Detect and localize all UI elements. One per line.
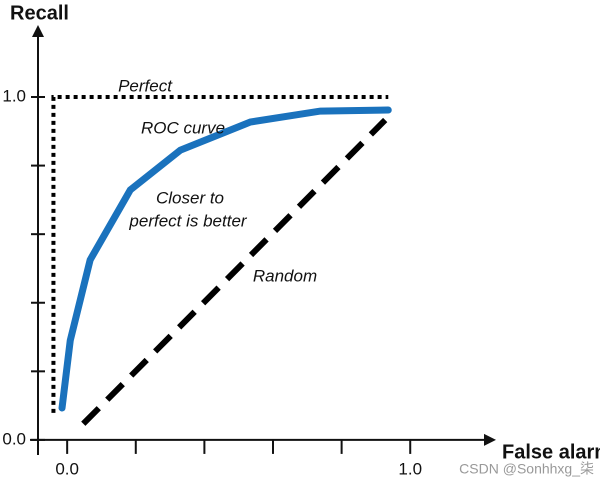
series-line	[51, 95, 389, 413]
y-tick-label: 0.0	[2, 429, 26, 448]
annotation: Closer to	[156, 188, 224, 207]
annotation: perfect is better	[128, 211, 248, 230]
annotation: ROC curve	[141, 118, 225, 137]
annotation: Perfect	[118, 76, 173, 95]
series-line	[81, 117, 388, 426]
x-tick-label: 0.0	[55, 459, 79, 478]
y-axis-title: Recall	[10, 2, 69, 24]
x-axis-title: False alarm	[502, 441, 600, 463]
x-axis-arrow	[484, 433, 496, 446]
series-line	[58, 106, 392, 412]
y-tick-label: 1.0	[2, 86, 26, 105]
x-tick-label: 1.0	[398, 459, 422, 478]
annotation: Random	[253, 266, 317, 285]
watermark: CSDN @Sonhhxg_柒	[459, 461, 594, 477]
y-axis-arrow	[32, 25, 44, 37]
